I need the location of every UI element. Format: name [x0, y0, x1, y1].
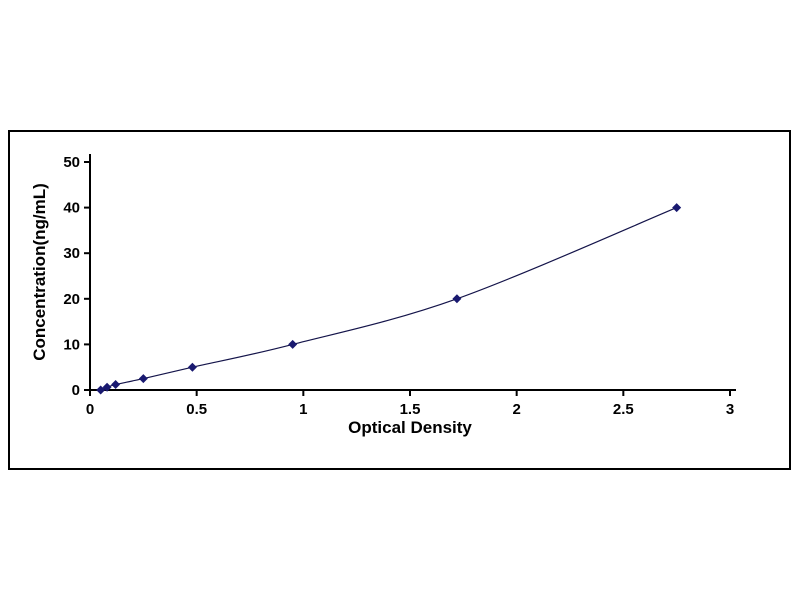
data-point-marker	[672, 203, 682, 213]
x-tick-label: 0	[86, 401, 94, 418]
data-point-marker	[187, 362, 197, 372]
x-tick-label: 1.5	[400, 401, 421, 418]
y-tick-label: 10	[63, 336, 80, 353]
y-tick-label: 0	[72, 382, 80, 399]
y-axis-label: Concentration(ng/mL)	[30, 183, 49, 361]
data-point-marker	[102, 382, 112, 392]
x-tick-label: 1	[299, 401, 307, 418]
standard-curve-figure: 0 0.5 1 1.5 2 2.5 3 0 10 20 30 40 50 Concentration(n…	[8, 130, 791, 470]
standard-curve-line	[100, 207, 677, 391]
y-tick-label: 20	[63, 291, 80, 308]
x-tick-label: 3	[726, 401, 734, 418]
x-axis-label: Optical Density	[348, 418, 472, 437]
y-tick-label: 30	[63, 245, 80, 262]
data-point-marker	[111, 380, 121, 390]
data-point-marker	[96, 385, 106, 395]
y-tick-label: 50	[63, 154, 80, 171]
data-point-marker	[288, 339, 298, 349]
x-tick-label: 0.5	[186, 401, 207, 418]
data-point-marker	[452, 294, 462, 304]
x-tick-label: 2	[512, 401, 520, 418]
x-tick-label: 2.5	[613, 401, 634, 418]
data-point-marker	[138, 374, 148, 384]
y-tick-label: 40	[63, 200, 80, 217]
